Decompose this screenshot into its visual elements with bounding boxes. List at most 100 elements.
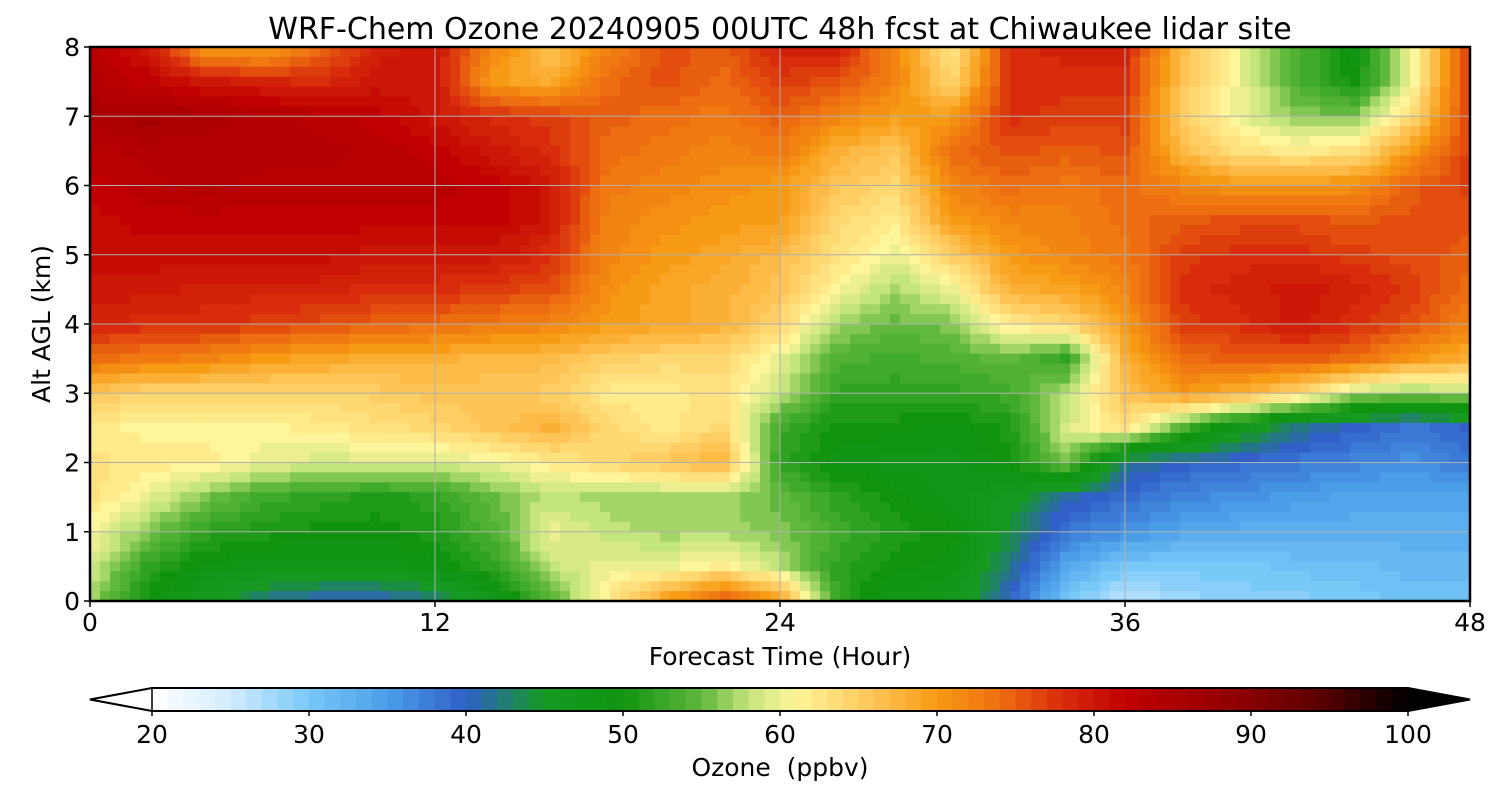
field-cell bbox=[690, 333, 701, 345]
field-cell bbox=[500, 155, 511, 167]
field-cell bbox=[480, 56, 491, 68]
field-cell bbox=[460, 165, 471, 177]
field-cell bbox=[450, 185, 461, 196]
field-cell bbox=[800, 324, 811, 335]
field-cell bbox=[110, 175, 121, 187]
field-cell bbox=[1000, 47, 1011, 58]
field-cell bbox=[1220, 343, 1231, 355]
field-cell bbox=[1340, 353, 1351, 365]
field-cell bbox=[480, 333, 491, 345]
chart-title: WRF-Chem Ozone 20240905 00UTC 48h fcst a… bbox=[268, 12, 1291, 47]
field-cell bbox=[650, 185, 661, 196]
field-cell bbox=[880, 96, 891, 107]
field-cell bbox=[1220, 215, 1231, 226]
field-cell bbox=[320, 274, 331, 286]
field-cell bbox=[130, 205, 141, 216]
field-cell bbox=[1200, 274, 1211, 286]
field-cell bbox=[1270, 96, 1281, 107]
field-cell bbox=[1230, 106, 1241, 117]
field-cell bbox=[850, 264, 861, 276]
field-cell bbox=[1010, 393, 1021, 404]
field-cell bbox=[1270, 195, 1281, 206]
field-cell bbox=[220, 234, 231, 246]
field-cell bbox=[1250, 314, 1261, 325]
field-cell bbox=[1300, 314, 1311, 325]
field-cell bbox=[410, 314, 421, 325]
field-cell bbox=[150, 343, 161, 355]
field-cell bbox=[440, 244, 451, 256]
field-cell bbox=[230, 76, 241, 88]
field-cell bbox=[150, 195, 161, 206]
field-cell bbox=[320, 304, 331, 315]
field-cell bbox=[680, 225, 691, 236]
field-cell bbox=[600, 363, 611, 375]
field-cell bbox=[320, 116, 331, 127]
field-cell bbox=[140, 165, 151, 177]
field-cell bbox=[670, 145, 681, 157]
field-cell bbox=[790, 66, 801, 78]
field-cell bbox=[1260, 47, 1271, 58]
field-cell bbox=[1160, 254, 1171, 266]
field-cell bbox=[1190, 175, 1201, 187]
field-cell bbox=[510, 324, 521, 335]
field-cell bbox=[300, 56, 311, 68]
field-cell bbox=[310, 353, 321, 365]
field-cell bbox=[1240, 76, 1251, 88]
field-cell bbox=[1280, 333, 1291, 345]
field-cell bbox=[1100, 264, 1111, 276]
field-cell bbox=[1270, 314, 1281, 325]
field-cell bbox=[550, 126, 561, 137]
field-cell bbox=[560, 343, 571, 355]
field-cell bbox=[720, 225, 731, 236]
field-cell bbox=[1220, 294, 1231, 305]
field-cell bbox=[890, 66, 901, 78]
field-cell bbox=[770, 175, 781, 187]
field-cell bbox=[1430, 254, 1441, 266]
field-cell bbox=[1290, 66, 1301, 78]
field-cell bbox=[870, 383, 881, 394]
field-cell bbox=[1080, 145, 1091, 157]
field-cell bbox=[1090, 284, 1101, 295]
field-cell bbox=[890, 343, 901, 355]
field-cell bbox=[370, 185, 381, 196]
field-cell bbox=[790, 165, 801, 177]
field-cell bbox=[920, 205, 931, 216]
field-cell bbox=[1340, 363, 1351, 375]
field-cell bbox=[720, 76, 731, 88]
field-cell bbox=[560, 383, 571, 394]
field-cell bbox=[290, 353, 301, 365]
field-cell bbox=[500, 314, 511, 325]
field-cell bbox=[230, 106, 241, 117]
field-cell bbox=[1210, 106, 1221, 117]
field-cell bbox=[360, 56, 371, 68]
field-cell bbox=[1100, 254, 1111, 266]
field-cell bbox=[1230, 234, 1241, 246]
field-cell bbox=[530, 234, 541, 246]
field-cell bbox=[1250, 155, 1261, 167]
field-cell bbox=[750, 254, 761, 266]
field-cell bbox=[640, 195, 651, 206]
field-cell bbox=[530, 383, 541, 394]
field-cell bbox=[1240, 126, 1251, 137]
field-cell bbox=[120, 343, 131, 355]
field-cell bbox=[1420, 205, 1431, 216]
field-cell bbox=[1220, 136, 1231, 147]
field-cell bbox=[280, 195, 291, 206]
field-cell bbox=[730, 383, 741, 394]
field-cell bbox=[380, 393, 391, 404]
field-cell bbox=[1180, 234, 1191, 246]
field-cell bbox=[1350, 244, 1361, 256]
field-cell bbox=[1430, 314, 1441, 325]
field-cell bbox=[590, 136, 601, 147]
field-cell bbox=[180, 136, 191, 147]
field-cell bbox=[930, 175, 941, 187]
field-cell bbox=[580, 373, 591, 384]
field-cell bbox=[150, 383, 161, 394]
field-cell bbox=[1100, 56, 1111, 68]
field-cell bbox=[790, 393, 801, 404]
field-cell bbox=[1070, 284, 1081, 295]
field-cell bbox=[1070, 185, 1081, 196]
field-cell bbox=[830, 165, 841, 177]
field-cell bbox=[580, 254, 591, 266]
field-cell bbox=[690, 66, 701, 78]
